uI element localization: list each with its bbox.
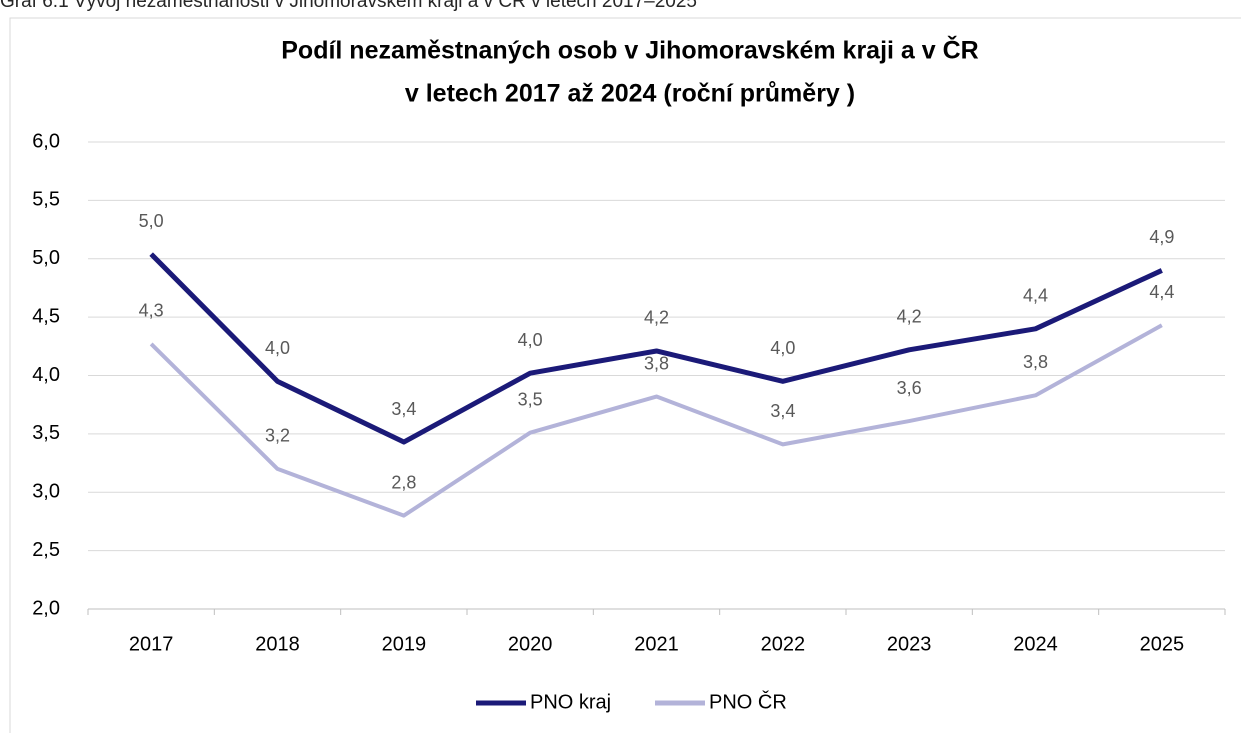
- chart-title: Podíl nezaměstnaných osob v Jihomoravské…: [281, 35, 978, 65]
- data-label: 4,2: [644, 308, 669, 328]
- data-label: 4,4: [1023, 286, 1048, 306]
- data-label: 5,0: [139, 211, 164, 231]
- data-label: 3,8: [644, 353, 669, 373]
- x-tick-label: 2019: [382, 633, 427, 655]
- x-tick-label: 2017: [129, 633, 174, 655]
- y-tick-label: 6,0: [32, 130, 60, 152]
- line: [149, 323, 1163, 518]
- y-tick-label: 5,0: [32, 247, 60, 269]
- data-label: 3,8: [1023, 352, 1048, 372]
- legend-label: PNO ČR: [709, 690, 787, 713]
- data-label: 2,8: [391, 472, 416, 492]
- data-label: 4,4: [1149, 282, 1174, 302]
- data-label: 3,4: [391, 399, 416, 419]
- data-label: 4,0: [518, 330, 543, 350]
- data-label: 3,4: [770, 401, 795, 421]
- y-tick-label: 3,5: [32, 422, 60, 444]
- caption: Graf 6.1 Vývoj nezaměstnanosti v Jihomor…: [0, 0, 697, 12]
- line: [149, 252, 1163, 445]
- y-tick-label: 3,0: [32, 481, 60, 503]
- x-tick-label: 2023: [887, 633, 932, 655]
- x-tick-label: 2021: [634, 633, 679, 655]
- data-label: 3,6: [897, 378, 922, 398]
- y-tick-label: 2,0: [32, 597, 60, 619]
- x-tick-label: 2022: [761, 633, 806, 655]
- chart-title: v letech 2017 až 2024 (roční průměry ): [405, 80, 855, 108]
- y-tick-label: 5,5: [32, 189, 60, 211]
- x-tick-label: 2018: [255, 633, 300, 655]
- y-tick-label: 2,5: [32, 539, 60, 561]
- data-label: 3,2: [265, 426, 290, 446]
- data-label: 4,0: [265, 338, 290, 358]
- data-label: 4,9: [1149, 227, 1174, 247]
- x-tick-label: 2025: [1140, 633, 1185, 655]
- data-label: 4,0: [770, 338, 795, 358]
- data-label: 3,5: [518, 389, 543, 409]
- x-tick-label: 2024: [1013, 633, 1058, 655]
- y-tick-label: 4,0: [32, 364, 60, 386]
- data-label: 4,2: [897, 307, 922, 327]
- y-tick-label: 4,5: [32, 305, 60, 327]
- data-label: 4,3: [139, 301, 164, 321]
- legend-label: PNO kraj: [530, 691, 611, 713]
- x-tick-label: 2020: [508, 633, 553, 655]
